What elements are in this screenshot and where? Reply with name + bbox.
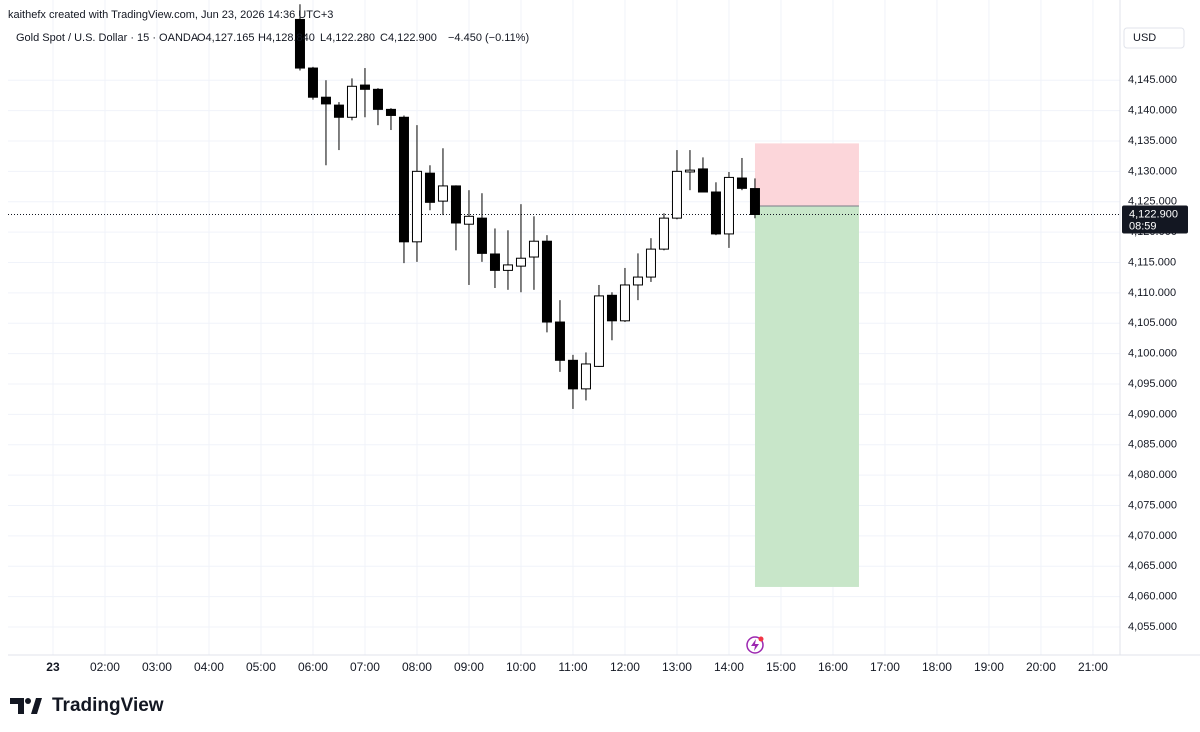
candle-body: [359, 84, 370, 90]
candle-body: [710, 191, 721, 235]
y-tick-label: 4,100.000: [1128, 348, 1177, 360]
candle-body: [424, 172, 435, 203]
candle-body: [645, 248, 656, 278]
replay-icon[interactable]: [746, 636, 764, 654]
x-tick-label: 17:00: [870, 660, 900, 674]
candle-body: [320, 96, 331, 105]
y-tick-label: 4,115.000: [1128, 256, 1176, 268]
y-tick-label: 4,065.000: [1128, 560, 1177, 572]
x-tick-label: 23: [46, 660, 60, 674]
currency-box[interactable]: [1123, 27, 1185, 49]
x-tick-label: 12:00: [610, 660, 640, 674]
candle-body: [398, 116, 409, 243]
candle-body: [294, 18, 305, 69]
candle-body: [528, 240, 539, 258]
y-tick-label: 4,125.000: [1128, 196, 1177, 208]
candle-body: [632, 276, 643, 286]
x-tick-label: 03:00: [142, 660, 172, 674]
x-tick-label: 02:00: [90, 660, 120, 674]
symbol: Gold Spot / U.S. Dollar · 15 · OANDA: [16, 32, 199, 44]
brand-logo[interactable]: [10, 698, 42, 714]
candle-body: [346, 85, 357, 118]
candle-body: [502, 264, 513, 271]
candle-body: [567, 359, 578, 390]
grid: [8, 0, 1120, 655]
y-tick-label: 4,135.000: [1128, 135, 1177, 147]
candle-body: [554, 321, 565, 361]
x-tick-label: 18:00: [922, 660, 952, 674]
ohlc-open: O4,127.165: [197, 32, 255, 44]
candle-body: [697, 168, 708, 193]
last-price-box: [1122, 205, 1188, 234]
candle-body: [736, 177, 747, 189]
candle-body: [671, 170, 682, 219]
y-tick-label: 4,140.000: [1128, 104, 1177, 116]
ohlc-high: H4,128.840: [258, 32, 315, 44]
candle-body: [684, 169, 695, 173]
stop-zone: [754, 143, 859, 206]
currency[interactable]: USD: [1133, 32, 1156, 44]
candle-body: [593, 295, 604, 367]
x-tick-label: 10:00: [506, 660, 536, 674]
x-tick-label: 11:00: [558, 660, 587, 674]
candle-body: [606, 294, 617, 322]
candle-body: [307, 67, 318, 98]
candle-body: [541, 240, 552, 323]
y-tick-label: 4,090.000: [1128, 408, 1177, 420]
x-tick-label: 06:00: [298, 660, 328, 674]
countdown: 08:59: [1129, 220, 1157, 232]
candle-body: [489, 253, 500, 271]
x-tick-label: 19:00: [974, 660, 1004, 674]
plot-area: [8, 4, 1120, 587]
brand[interactable]: TradingView: [52, 695, 164, 716]
candle-body: [411, 170, 422, 243]
candle-body: [385, 108, 396, 116]
target-zone: [754, 205, 859, 587]
ohlc-low: L4,122.280: [320, 32, 375, 44]
x-tick-label: 05:00: [246, 660, 276, 674]
y-tick-label: 4,130.000: [1128, 165, 1177, 177]
candle-body: [450, 185, 461, 224]
x-tick-label: 07:00: [350, 660, 380, 674]
x-tick-label: 04:00: [194, 660, 224, 674]
y-tick-label: 4,080.000: [1128, 469, 1177, 481]
candle-body: [372, 88, 383, 110]
x-tick-label: 20:00: [1026, 660, 1056, 674]
x-tick-label: 21:00: [1078, 660, 1108, 674]
x-tick-label: 09:00: [454, 660, 484, 674]
candle-body: [723, 176, 734, 235]
y-tick-label: 4,145.000: [1128, 74, 1177, 86]
ohlc-close: C4,122.900: [380, 32, 437, 44]
candle-body: [333, 104, 344, 118]
x-tick-label: 16:00: [818, 660, 848, 674]
y-tick-label: 4,070.000: [1128, 530, 1177, 542]
candle-body: [658, 217, 669, 250]
x-tick-label: 14:00: [714, 660, 744, 674]
x-tick-label: 15:00: [766, 660, 796, 674]
y-tick-label: 4,095.000: [1128, 378, 1177, 390]
axes: 4,145.000 4,140.000 4,135.000 4,130.000 4,12…: [46, 74, 1188, 674]
credit: kaithefx created with TradingView.com, J…: [8, 9, 333, 21]
ohlc-change: −4.450 (−0.11%): [448, 32, 529, 44]
y-tick-label: 4,055.000: [1128, 621, 1177, 633]
y-tick-label: 4,060.000: [1128, 591, 1177, 603]
candle-body: [437, 185, 448, 202]
x-tick-label: 13:00: [662, 660, 692, 674]
x-tick-label: 08:00: [402, 660, 432, 674]
candle-body: [463, 215, 474, 225]
y-tick-label: 4,075.000: [1128, 499, 1177, 511]
candle-body: [515, 257, 526, 267]
y-tick-label: 4,105.000: [1128, 317, 1177, 329]
candle-body: [749, 188, 760, 215]
candle-body: [580, 363, 591, 390]
last-price-label: 4,122.900: [1129, 208, 1178, 220]
y-tick-label: 4,085.000: [1128, 439, 1177, 451]
candle-body: [619, 284, 630, 322]
candle-body: [476, 217, 487, 254]
y-tick-label: 4,110.000: [1128, 287, 1176, 299]
